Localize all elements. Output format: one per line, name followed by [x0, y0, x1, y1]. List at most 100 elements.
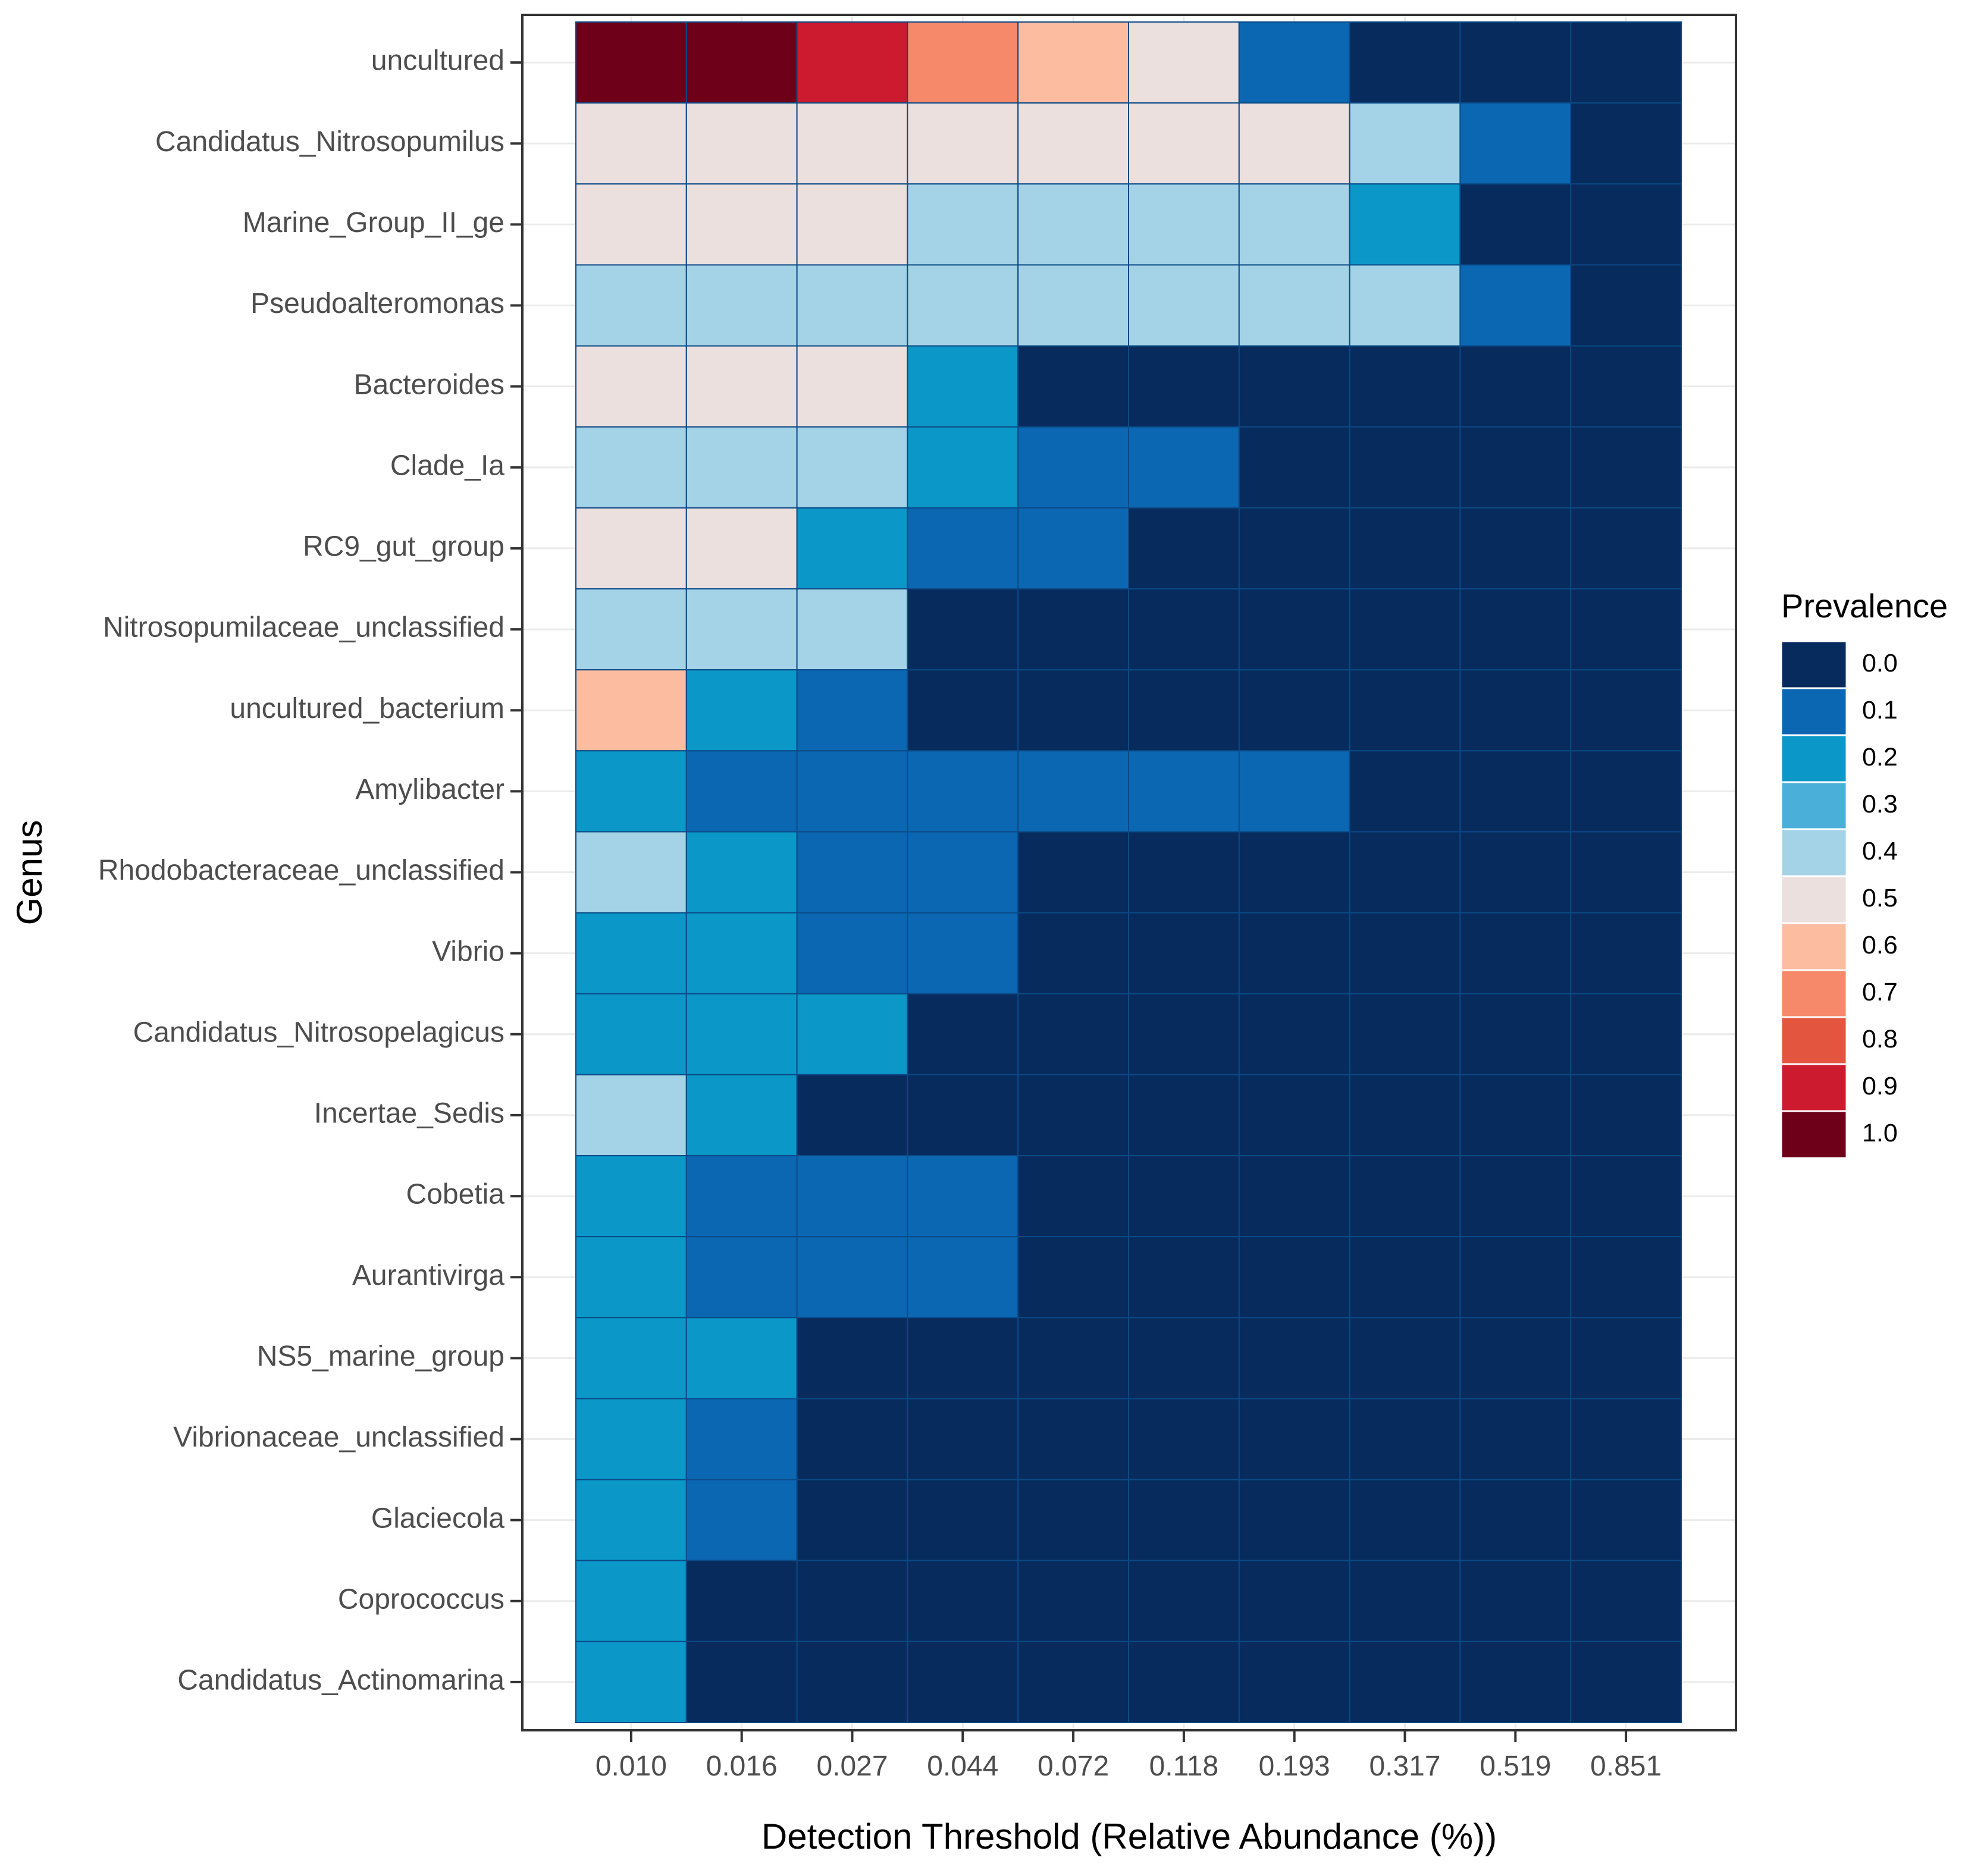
heatmap-cell-ns5-marine-group-0-072: [1017, 1317, 1129, 1400]
heatmap-cell-marine-group-ii-ge-0-016: [685, 183, 798, 266]
heatmap-cell-uncultured-bacterium-0-016: [685, 669, 798, 752]
heatmap-cell-candidatus-actinomarina-0-851: [1570, 1640, 1682, 1724]
heatmap-cell-glaciecola-0-016: [685, 1479, 798, 1561]
legend-key-0-9: [1780, 1063, 1848, 1112]
heatmap-cell-candidatus-nitrosopelagicus-0-044: [907, 993, 1019, 1075]
heatmap-cell-nitrosopumilaceae-unclassified-0-519: [1459, 588, 1572, 671]
x-axis-title: Detection Threshold (Relative Abundance …: [761, 1817, 1497, 1856]
heatmap-cell-incertae-sedis-0-044: [907, 1074, 1019, 1157]
heatmap-cell-uncultured-0-193: [1238, 21, 1350, 104]
heatmap-cell-clade-ia-0-016: [685, 426, 798, 509]
heatmap-cell-vibrionaceae-unclassified-0-027: [796, 1398, 908, 1480]
heatmap-cell-rc9-gut-group-0-016: [685, 507, 798, 589]
heatmap-cell-ns5-marine-group-0-016: [685, 1317, 798, 1400]
heatmap-cell-clade-ia-0-519: [1459, 426, 1572, 509]
heatmap-cell-aurantivirga-0-016: [685, 1236, 798, 1319]
heatmap-cell-rhodobacteraceae-unclassified-0-193: [1238, 831, 1350, 914]
heatmap-cell-uncultured-bacterium-0-193: [1238, 669, 1350, 752]
heatmap-cell-amylibacter-0-851: [1570, 750, 1682, 833]
heatmap-cell-rc9-gut-group-0-519: [1459, 507, 1572, 589]
heatmap-cell-clade-ia-0-044: [907, 426, 1019, 509]
heatmap-cell-glaciecola-0-193: [1238, 1479, 1350, 1561]
heatmap-cell-marine-group-ii-ge-0-317: [1349, 183, 1461, 266]
legend-label-0-6: 0.6: [1862, 931, 1898, 959]
heatmap-cell-amylibacter-0-044: [907, 750, 1019, 833]
heatmap-cell-bacteroides-0-044: [907, 345, 1019, 428]
heatmap-cell-incertae-sedis-0-027: [796, 1074, 908, 1157]
heatmap-cell-pseudoalteromonas-0-072: [1017, 264, 1129, 347]
heatmap-cell-clade-ia-0-027: [796, 426, 908, 509]
heatmap-cell-marine-group-ii-ge-0-519: [1459, 183, 1572, 266]
x-tick-label-0-072: 0.072: [1038, 1750, 1109, 1782]
x-axis-ticks: 0.010 0.016 0.027 0.044 0.072 0.118 0.193 0.317…: [596, 1730, 1662, 1782]
heatmap-cell-marine-group-ii-ge-0-851: [1570, 183, 1682, 266]
heatmap-cell-rc9-gut-group-0-851: [1570, 507, 1682, 589]
heatmap-cell-coprococcus-0-044: [907, 1560, 1019, 1642]
legend-label-0-8: 0.8: [1862, 1025, 1898, 1053]
legend-label-0-7: 0.7: [1862, 978, 1898, 1006]
y-tick-label-ns5-marine-group: NS5_marine_group: [257, 1341, 504, 1372]
y-tick-label-rhodobacteraceae-unclassified: Rhodobacteraceae_unclassified: [98, 855, 504, 886]
heatmap-cell-marine-group-ii-ge-0-044: [907, 183, 1019, 266]
heatmap-cell-amylibacter-0-519: [1459, 750, 1572, 833]
heatmap-cell-incertae-sedis-0-118: [1128, 1074, 1240, 1157]
x-tick-label-0-519: 0.519: [1480, 1750, 1551, 1782]
heatmap-cell-coprococcus-0-010: [575, 1560, 687, 1642]
heatmap-cell-uncultured-0-851: [1570, 21, 1682, 104]
heatmap-cell-vibrio-0-027: [796, 912, 908, 995]
heatmap-cell-candidatus-nitrosopelagicus-0-118: [1128, 993, 1240, 1075]
heatmap-cell-pseudoalteromonas-0-519: [1459, 264, 1572, 347]
heatmap-cell-rc9-gut-group-0-010: [575, 507, 687, 589]
legend-key-0-8: [1780, 1016, 1848, 1065]
heatmap-cell-amylibacter-0-010: [575, 750, 687, 833]
heatmap-cell-candidatus-nitrosopumilus-0-519: [1459, 102, 1572, 185]
x-tick-label-0-010: 0.010: [596, 1750, 667, 1782]
heatmap-cell-bacteroides-0-519: [1459, 345, 1572, 428]
legend-key-0-6: [1780, 922, 1848, 971]
heatmap-cell-aurantivirga-0-118: [1128, 1236, 1240, 1319]
heatmap-cell-coprococcus-0-027: [796, 1560, 908, 1642]
heatmap-cell-rhodobacteraceae-unclassified-0-072: [1017, 831, 1129, 914]
heatmap-cell-vibrio-0-851: [1570, 912, 1682, 995]
heatmap-cell-candidatus-actinomarina-0-519: [1459, 1640, 1572, 1724]
heatmap-cell-glaciecola-0-851: [1570, 1479, 1682, 1561]
heatmap-cell-ns5-marine-group-0-044: [907, 1317, 1019, 1400]
heatmap-cell-uncultured-bacterium-0-072: [1017, 669, 1129, 752]
heatmap-cell-candidatus-nitrosopelagicus-0-519: [1459, 993, 1572, 1075]
heatmap-cell-vibrio-0-044: [907, 912, 1019, 995]
heatmap-cell-candidatus-actinomarina-0-016: [685, 1640, 798, 1724]
heatmap-cell-pseudoalteromonas-0-016: [685, 264, 798, 347]
heatmap-cell-candidatus-nitrosopumilus-0-193: [1238, 102, 1350, 185]
heatmap-cell-nitrosopumilaceae-unclassified-0-193: [1238, 588, 1350, 671]
heatmap-cell-glaciecola-0-317: [1349, 1479, 1461, 1561]
heatmap-cell-coprococcus-0-118: [1128, 1560, 1240, 1642]
legend-label-1-0: 1.0: [1862, 1119, 1898, 1147]
legend-label-0-2: 0.2: [1862, 743, 1898, 771]
heatmap-cell-nitrosopumilaceae-unclassified-0-044: [907, 588, 1019, 671]
heatmap-cell-ns5-marine-group-0-519: [1459, 1317, 1572, 1400]
y-tick-label-candidatus-nitrosopumilus: Candidatus_Nitrosopumilus: [155, 126, 504, 158]
legend-label-0-4: 0.4: [1862, 837, 1898, 865]
heatmap-cell-nitrosopumilaceae-unclassified-0-072: [1017, 588, 1129, 671]
heatmap-cell-uncultured-bacterium-0-118: [1128, 669, 1240, 752]
heatmap-cell-uncultured-0-072: [1017, 21, 1129, 104]
heatmap-cell-candidatus-actinomarina-0-027: [796, 1640, 908, 1724]
heatmap-cell-candidatus-actinomarina-0-044: [907, 1640, 1019, 1724]
heatmap-cell-bacteroides-0-010: [575, 345, 687, 428]
x-tick-label-0-016: 0.016: [706, 1750, 778, 1782]
heatmap-cell-cobetia-0-072: [1017, 1155, 1129, 1238]
legend-key-0-1: [1780, 687, 1848, 736]
heatmap-cell-incertae-sedis-0-016: [685, 1074, 798, 1157]
heatmap-cell-amylibacter-0-118: [1128, 750, 1240, 833]
heatmap-cell-rhodobacteraceae-unclassified-0-016: [685, 831, 798, 914]
heatmap-cell-rc9-gut-group-0-317: [1349, 507, 1461, 589]
heatmap-cell-marine-group-ii-ge-0-027: [796, 183, 908, 266]
heatmap-cell-clade-ia-0-317: [1349, 426, 1461, 509]
heatmap-cell-rhodobacteraceae-unclassified-0-010: [575, 831, 687, 914]
heatmap-cell-incertae-sedis-0-193: [1238, 1074, 1350, 1157]
heatmap-cell-clade-ia-0-072: [1017, 426, 1129, 509]
heatmap-cell-bacteroides-0-072: [1017, 345, 1129, 428]
x-tick-label-0-118: 0.118: [1149, 1750, 1219, 1782]
heatmap-cell-cobetia-0-016: [685, 1155, 798, 1238]
heatmap-cell-vibrionaceae-unclassified-0-016: [685, 1398, 798, 1480]
